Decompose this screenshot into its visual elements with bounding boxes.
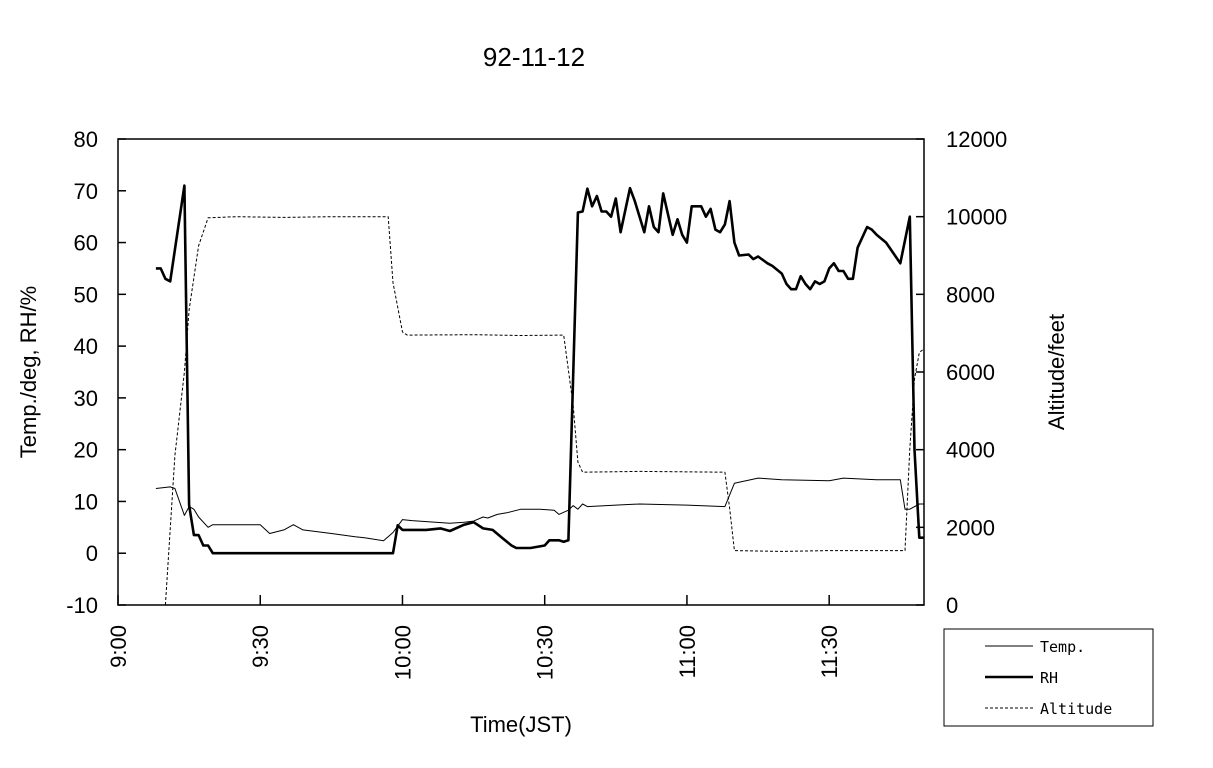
y-tick-label: 0 <box>86 541 98 566</box>
y2-tick-label: 8000 <box>946 282 995 307</box>
x-tick-label: 9:00 <box>106 625 131 668</box>
y2-tick-label: 2000 <box>946 515 995 540</box>
y2-axis-label: Altitude/feet <box>1044 314 1069 430</box>
x-tick-label: 11:00 <box>675 625 700 678</box>
series-line-rh <box>155 184 924 555</box>
series-line-temp <box>155 477 924 542</box>
legend-box <box>943 628 1154 727</box>
legend: Temp. RH Altitude <box>943 628 1154 727</box>
x-tick-label: 10:00 <box>390 625 415 680</box>
y-tick-label: 60 <box>74 231 98 256</box>
x-tick-label: 11:30 <box>817 625 842 678</box>
chart-title: 92-11-12 <box>483 42 585 72</box>
y-axis-label: Temp./deg, RH/% <box>16 286 41 458</box>
series-line-altitude <box>164 216 925 606</box>
y-tick-label: -10 <box>66 593 98 618</box>
plot-area <box>117 138 925 606</box>
legend-label-rh: RH <box>1040 669 1058 687</box>
y-tick-label: 20 <box>74 438 98 463</box>
x-axis-label: Time(JST) <box>470 712 572 737</box>
y-tick-label: 50 <box>74 282 98 307</box>
y2-tick-label: 6000 <box>946 360 995 385</box>
legend-label-temp: Temp. <box>1040 638 1085 656</box>
y2-tick-label: 10000 <box>946 205 1007 230</box>
y-tick-label: 80 <box>74 127 98 152</box>
legend-label-altitude: Altitude <box>1040 700 1112 718</box>
y-tick-label: 40 <box>74 334 98 359</box>
y2-tick-label: 4000 <box>946 438 995 463</box>
x-tick-label: 9:30 <box>248 625 273 668</box>
y2-tick-label: 0 <box>946 593 958 618</box>
x-tick-label: 10:30 <box>533 625 558 680</box>
y2-tick-label: 12000 <box>946 127 1007 152</box>
y-tick-label: 10 <box>74 489 98 514</box>
y-tick-label: 30 <box>74 386 98 411</box>
y-tick-label: 70 <box>74 179 98 204</box>
